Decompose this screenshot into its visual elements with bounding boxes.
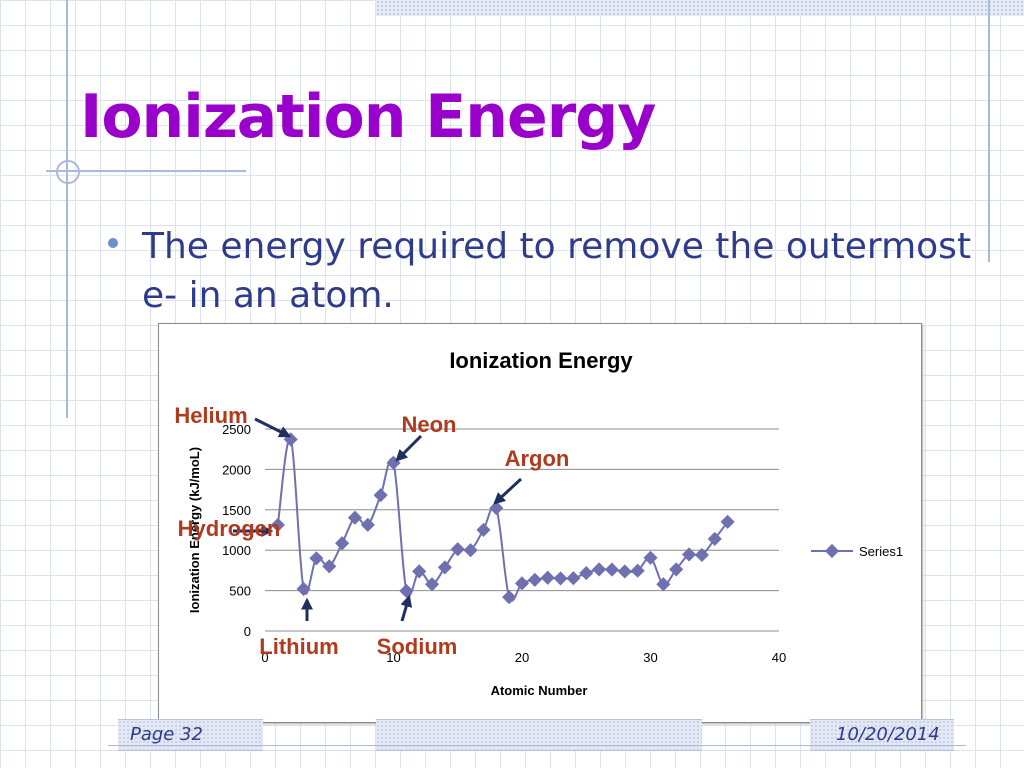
data-point <box>656 577 671 592</box>
x-tick-label: 0 <box>261 650 268 665</box>
decorative-circle <box>56 160 80 184</box>
y-tick-label: 0 <box>244 624 251 639</box>
y-tick-label: 1500 <box>222 503 251 518</box>
annotation-label: Helium <box>174 403 247 428</box>
data-point <box>720 514 735 529</box>
data-point <box>335 536 350 551</box>
data-point <box>399 583 414 598</box>
data-point <box>309 551 324 566</box>
legend-marker <box>824 543 840 559</box>
legend-label: Series1 <box>859 544 903 559</box>
bullet-text: The energy required to remove the outerm… <box>142 226 972 316</box>
x-tick-label: 10 <box>386 650 400 665</box>
data-point <box>604 562 620 577</box>
decorative-line <box>46 170 246 172</box>
decorative-line <box>66 0 68 418</box>
data-point <box>502 590 517 605</box>
data-point <box>450 542 465 557</box>
decorative-line <box>108 745 966 746</box>
data-point <box>347 510 363 525</box>
top-decorative-band <box>376 0 1024 16</box>
annotation-label: Argon <box>505 446 570 471</box>
chart-title: Ionization Energy <box>449 348 633 373</box>
data-point <box>360 517 375 532</box>
data-point <box>592 562 607 577</box>
data-point <box>322 559 337 574</box>
x-tick-label: 40 <box>772 650 786 665</box>
data-point <box>296 581 311 597</box>
data-point <box>669 562 684 577</box>
series-line <box>276 437 729 602</box>
data-point <box>373 488 388 503</box>
data-point <box>643 550 658 565</box>
data-point <box>694 547 709 563</box>
y-tick-label: 2500 <box>222 422 251 437</box>
y-axis-label: Ionization Energy (kJ/moL) <box>187 447 202 613</box>
data-point <box>540 570 555 585</box>
footer-date: 10/20/2014 <box>836 724 940 745</box>
data-point <box>476 522 491 537</box>
data-point <box>681 547 697 562</box>
y-tick-label: 1000 <box>222 543 251 558</box>
footer-page-number: Page 32 <box>130 724 204 745</box>
y-tick-label: 500 <box>229 584 251 599</box>
annotation-label: Neon <box>402 412 457 437</box>
data-point <box>514 576 530 591</box>
data-point <box>630 563 645 578</box>
chart-svg: 0 500 1000 1500 2000 2500 0 10 20 30 40 Ionization … <box>174 348 903 698</box>
data-point <box>437 560 452 575</box>
x-tick-label: 20 <box>515 650 529 665</box>
data-point <box>527 572 542 587</box>
annotation-arrow <box>493 477 523 505</box>
slide-title: Ionization Energy <box>80 82 656 152</box>
chart-container: 0 500 1000 1500 2000 2500 0 10 20 30 40 Ionization … <box>158 323 922 723</box>
annotation-label: Lithium <box>259 634 338 659</box>
annotation-label: Sodium <box>377 634 458 659</box>
data-point <box>424 577 440 592</box>
annotation-arrow <box>395 434 423 462</box>
bullet-dot-icon <box>108 238 118 248</box>
x-tick-label: 30 <box>643 650 657 665</box>
annotation-arrow <box>254 417 292 438</box>
annotation-arrow <box>400 594 413 622</box>
data-point <box>553 571 568 586</box>
data-point <box>579 565 594 581</box>
footer-center-box <box>376 719 702 751</box>
data-point <box>617 564 632 579</box>
y-tick-label: 2000 <box>222 462 251 477</box>
decorative-line <box>988 0 990 262</box>
data-point <box>707 531 722 546</box>
annotation-label: Hydrogen <box>178 516 281 541</box>
data-point <box>463 543 478 558</box>
x-axis-label: Atomic Number <box>491 683 588 698</box>
data-point <box>566 571 581 586</box>
